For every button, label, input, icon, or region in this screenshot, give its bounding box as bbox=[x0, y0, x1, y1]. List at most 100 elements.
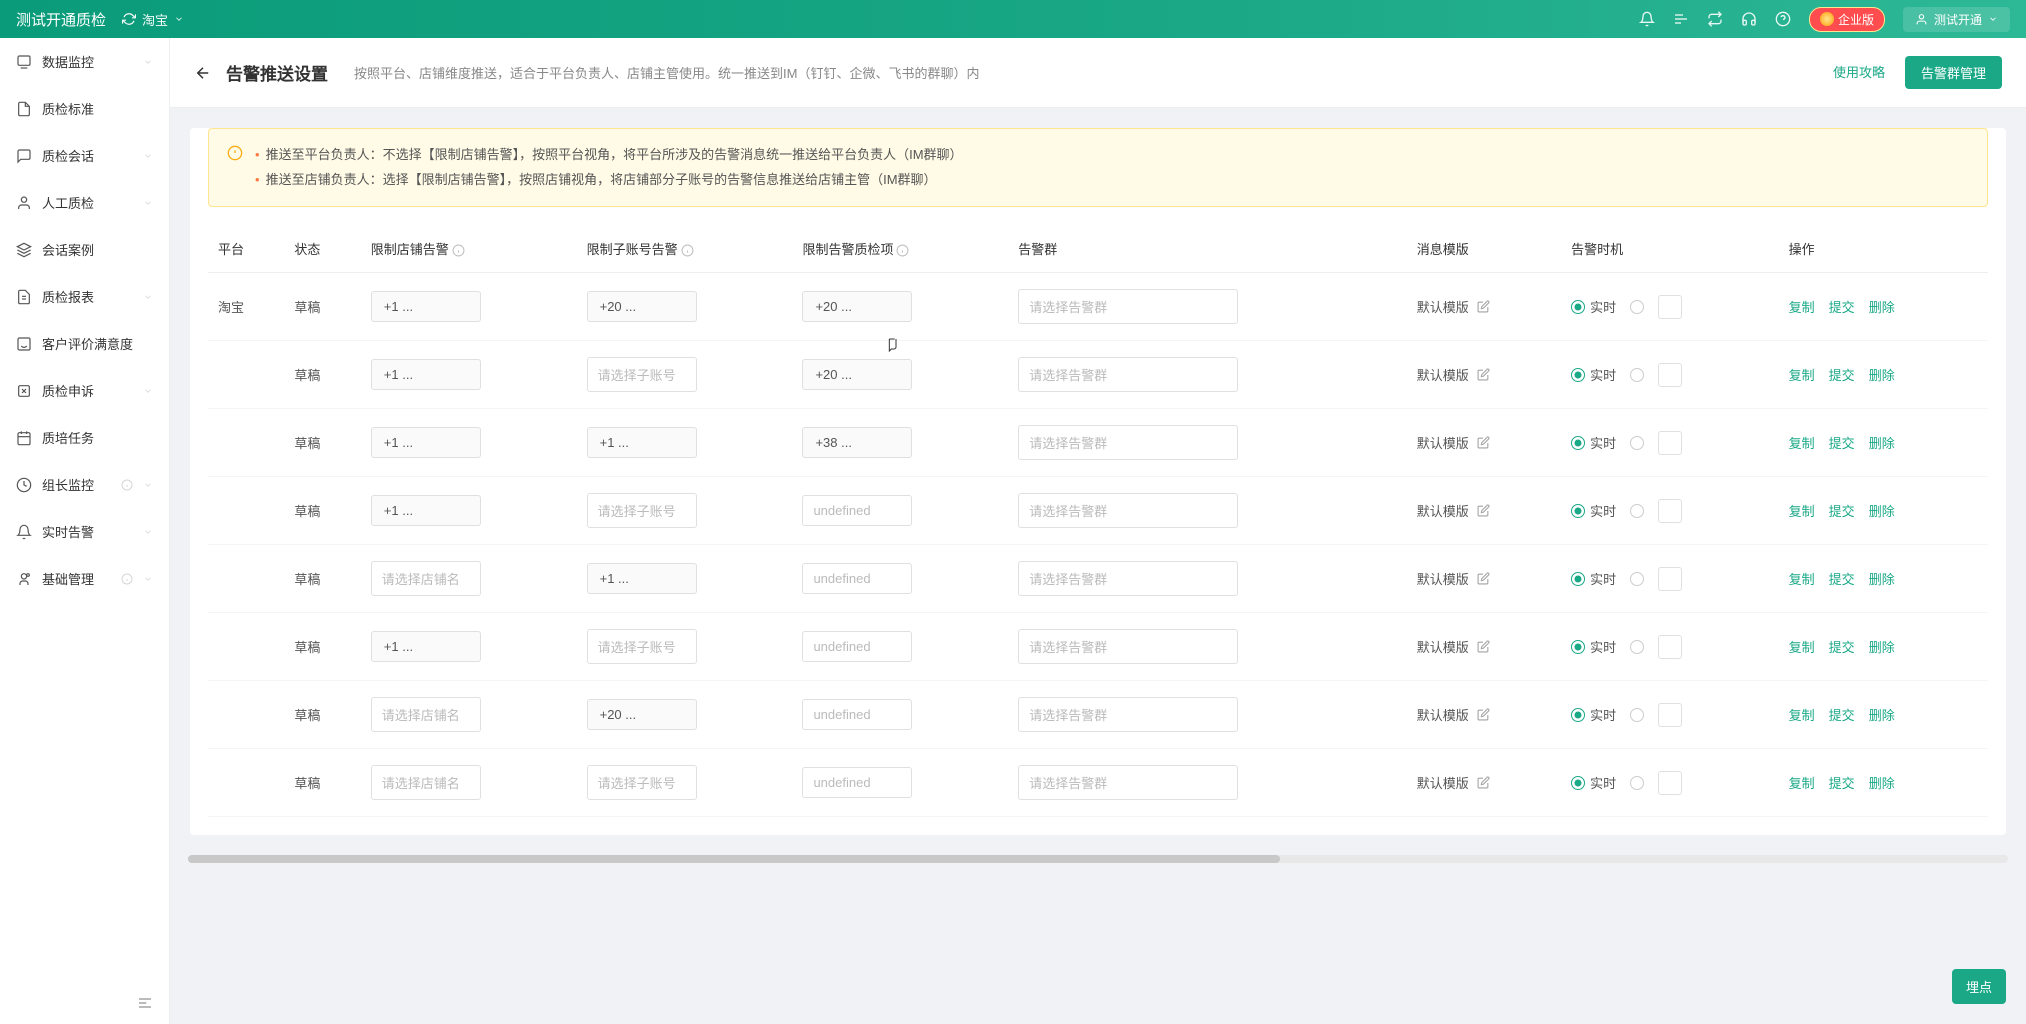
account-tag[interactable]: +1 ... bbox=[587, 427, 697, 458]
copy-link[interactable]: 复制 bbox=[1789, 773, 1815, 792]
group-placeholder[interactable]: 请选择告警群 bbox=[1018, 425, 1238, 460]
submit-link[interactable]: 提交 bbox=[1829, 433, 1855, 452]
delete-link[interactable]: 删除 bbox=[1869, 365, 1895, 384]
qc-placeholder[interactable]: undefined bbox=[802, 699, 912, 730]
tracking-button[interactable]: 埋点 bbox=[1952, 969, 2006, 1004]
account-placeholder[interactable]: 请选择子账号 bbox=[587, 765, 697, 800]
platform-selector[interactable]: 淘宝 bbox=[122, 10, 184, 29]
submit-link[interactable]: 提交 bbox=[1829, 297, 1855, 316]
radio-other[interactable] bbox=[1630, 708, 1644, 722]
radio-other[interactable] bbox=[1630, 368, 1644, 382]
account-tag[interactable]: +20 ... bbox=[587, 699, 697, 730]
group-placeholder[interactable]: 请选择告警群 bbox=[1018, 561, 1238, 596]
empty-box[interactable] bbox=[1658, 703, 1682, 727]
edit-icon[interactable] bbox=[1477, 640, 1490, 653]
delete-link[interactable]: 删除 bbox=[1869, 705, 1895, 724]
empty-box[interactable] bbox=[1658, 567, 1682, 591]
copy-link[interactable]: 复制 bbox=[1789, 569, 1815, 588]
sidebar-item-6[interactable]: 客户评价满意度 bbox=[0, 320, 169, 367]
copy-link[interactable]: 复制 bbox=[1789, 637, 1815, 656]
delete-link[interactable]: 删除 bbox=[1869, 433, 1895, 452]
radio-other[interactable] bbox=[1630, 300, 1644, 314]
radio-realtime[interactable]: 实时 bbox=[1571, 569, 1616, 588]
sidebar-item-0[interactable]: 数据监控 bbox=[0, 38, 169, 85]
submit-link[interactable]: 提交 bbox=[1829, 569, 1855, 588]
radio-realtime[interactable]: 实时 bbox=[1571, 705, 1616, 724]
copy-link[interactable]: 复制 bbox=[1789, 501, 1815, 520]
submit-link[interactable]: 提交 bbox=[1829, 637, 1855, 656]
shop-tag[interactable]: +1 ... bbox=[371, 495, 481, 526]
group-placeholder[interactable]: 请选择告警群 bbox=[1018, 629, 1238, 664]
copy-link[interactable]: 复制 bbox=[1789, 705, 1815, 724]
radio-realtime[interactable]: 实时 bbox=[1571, 773, 1616, 792]
copy-link[interactable]: 复制 bbox=[1789, 297, 1815, 316]
account-placeholder[interactable]: 请选择子账号 bbox=[587, 357, 697, 392]
help-icon[interactable] bbox=[1775, 11, 1791, 27]
delete-link[interactable]: 删除 bbox=[1869, 773, 1895, 792]
sidebar-item-10[interactable]: 实时告警 bbox=[0, 508, 169, 555]
qc-tag[interactable]: +20 ... bbox=[802, 291, 912, 322]
radio-other[interactable] bbox=[1630, 436, 1644, 450]
sidebar-item-1[interactable]: 质检标准 bbox=[0, 85, 169, 132]
qc-placeholder[interactable]: undefined bbox=[802, 767, 912, 798]
group-placeholder[interactable]: 请选择告警群 bbox=[1018, 493, 1238, 528]
group-placeholder[interactable]: 请选择告警群 bbox=[1018, 697, 1238, 732]
shop-tag[interactable]: +1 ... bbox=[371, 359, 481, 390]
group-placeholder[interactable]: 请选择告警群 bbox=[1018, 765, 1238, 800]
shop-tag[interactable]: +1 ... bbox=[371, 291, 481, 322]
empty-box[interactable] bbox=[1658, 635, 1682, 659]
radio-other[interactable] bbox=[1630, 572, 1644, 586]
qc-tag[interactable]: +20 ... bbox=[802, 359, 912, 390]
sidebar-item-9[interactable]: 组长监控 bbox=[0, 461, 169, 508]
headset-icon[interactable] bbox=[1741, 11, 1757, 27]
menu-icon[interactable] bbox=[1673, 11, 1689, 27]
radio-other[interactable] bbox=[1630, 640, 1644, 654]
sidebar-item-2[interactable]: 质检会话 bbox=[0, 132, 169, 179]
sidebar-item-11[interactable]: 基础管理 bbox=[0, 555, 169, 602]
sidebar-collapse-button[interactable] bbox=[0, 985, 169, 1024]
qc-tag[interactable]: +38 ... bbox=[802, 427, 912, 458]
qc-placeholder[interactable]: undefined bbox=[802, 495, 912, 526]
empty-box[interactable] bbox=[1658, 771, 1682, 795]
bell-icon[interactable] bbox=[1639, 11, 1655, 27]
group-placeholder[interactable]: 请选择告警群 bbox=[1018, 289, 1238, 324]
edit-icon[interactable] bbox=[1477, 504, 1490, 517]
edit-icon[interactable] bbox=[1477, 572, 1490, 585]
submit-link[interactable]: 提交 bbox=[1829, 773, 1855, 792]
sync-icon[interactable] bbox=[1707, 11, 1723, 27]
user-menu[interactable]: 测试开通 bbox=[1903, 7, 2010, 32]
edit-icon[interactable] bbox=[1477, 368, 1490, 381]
delete-link[interactable]: 删除 bbox=[1869, 501, 1895, 520]
radio-realtime[interactable]: 实时 bbox=[1571, 637, 1616, 656]
edit-icon[interactable] bbox=[1477, 776, 1490, 789]
account-placeholder[interactable]: 请选择子账号 bbox=[587, 629, 697, 664]
qc-placeholder[interactable]: undefined bbox=[802, 631, 912, 662]
edit-icon[interactable] bbox=[1477, 436, 1490, 449]
sidebar-item-3[interactable]: 人工质检 bbox=[0, 179, 169, 226]
empty-box[interactable] bbox=[1658, 295, 1682, 319]
empty-box[interactable] bbox=[1658, 363, 1682, 387]
horizontal-scrollbar[interactable] bbox=[188, 855, 2008, 863]
radio-other[interactable] bbox=[1630, 504, 1644, 518]
manage-groups-button[interactable]: 告警群管理 bbox=[1905, 56, 2002, 89]
shop-tag[interactable]: +1 ... bbox=[371, 631, 481, 662]
sidebar-item-8[interactable]: 质培任务 bbox=[0, 414, 169, 461]
delete-link[interactable]: 删除 bbox=[1869, 297, 1895, 316]
submit-link[interactable]: 提交 bbox=[1829, 501, 1855, 520]
radio-realtime[interactable]: 实时 bbox=[1571, 365, 1616, 384]
copy-link[interactable]: 复制 bbox=[1789, 433, 1815, 452]
delete-link[interactable]: 删除 bbox=[1869, 637, 1895, 656]
empty-box[interactable] bbox=[1658, 499, 1682, 523]
radio-other[interactable] bbox=[1630, 776, 1644, 790]
back-icon[interactable] bbox=[194, 64, 212, 82]
edit-icon[interactable] bbox=[1477, 300, 1490, 313]
sidebar-item-5[interactable]: 质检报表 bbox=[0, 273, 169, 320]
account-tag[interactable]: +20 ... bbox=[587, 291, 697, 322]
submit-link[interactable]: 提交 bbox=[1829, 365, 1855, 384]
copy-link[interactable]: 复制 bbox=[1789, 365, 1815, 384]
shop-tag[interactable]: +1 ... bbox=[371, 427, 481, 458]
strategy-link[interactable]: 使用攻略 bbox=[1825, 56, 1893, 89]
account-placeholder[interactable]: 请选择子账号 bbox=[587, 493, 697, 528]
info-icon[interactable] bbox=[896, 244, 909, 257]
shop-placeholder[interactable]: 请选择店铺名 bbox=[371, 561, 481, 596]
